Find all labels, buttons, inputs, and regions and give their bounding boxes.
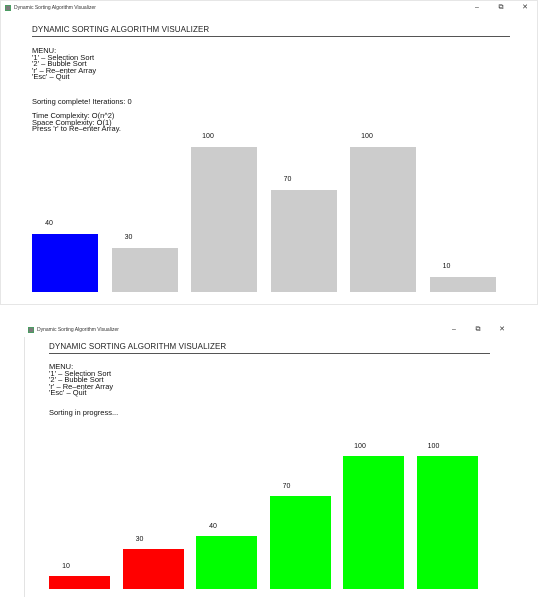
visualizer-window-complete: Dynamic Sorting Algorithm Visualizer – ⧉…	[0, 0, 538, 305]
bar-value-label: 100	[202, 133, 214, 140]
array-bar	[270, 190, 337, 292]
menu-item-reenter-array: 'r' – Re–enter Array	[49, 381, 114, 391]
array-bar	[32, 234, 98, 292]
array-bar	[429, 277, 496, 292]
menu-title: MENU:	[49, 362, 74, 371]
time-complexity: Time Complexity: O(n^2)	[32, 111, 115, 120]
array-bar	[350, 147, 416, 292]
menu-item-selection-sort: '1' – Selection Sort	[32, 52, 95, 62]
close-button[interactable]: ✕	[499, 326, 505, 333]
menu-item-selection-sort: '1' – Selection Sort	[49, 368, 112, 378]
title-bar[interactable]: Dynamic Sorting Algorithm Visualizer – ⧉…	[24, 323, 514, 337]
bar-value-label: 70	[283, 176, 292, 183]
bar-value-label: 100	[354, 443, 366, 450]
window-border	[24, 323, 25, 597]
status-text: Sorting complete! Iterations: 0	[32, 97, 132, 106]
array-bar	[196, 536, 257, 589]
title-bar[interactable]: Dynamic Sorting Algorithm Visualizer – ⧉…	[1, 1, 537, 15]
array-bar	[416, 456, 478, 589]
heading-divider	[32, 36, 510, 37]
bar-value-label: 40	[45, 220, 53, 227]
menu-item-quit: 'Esc' – Quit	[32, 72, 70, 81]
window-title: Dynamic Sorting Algorithm Visualizer	[37, 327, 119, 333]
bar-value-label: 30	[135, 536, 144, 543]
bar-value-label: 10	[62, 563, 70, 570]
space-complexity: Space Complexity: O(1)	[32, 117, 112, 127]
array-bar	[269, 496, 331, 589]
maximize-button[interactable]: ⧉	[475, 326, 481, 333]
bar-value-label: 100	[361, 133, 373, 140]
status-text: Sorting in progress...	[49, 408, 119, 417]
menu-item-reenter-array: 'r' – Re–enter Array	[32, 65, 97, 75]
close-button[interactable]: ✕	[522, 4, 528, 11]
app-icon	[28, 327, 34, 333]
bar-value-label: 30	[124, 234, 133, 241]
bar-value-label: 70	[282, 483, 291, 490]
bar-value-label: 10	[442, 263, 451, 270]
menu-item-bubble-sort: '2' – Bubble Sort	[32, 59, 87, 68]
reenter-hint: Press 'r' to Re–enter Array.	[32, 124, 122, 133]
window-title: Dynamic Sorting Algorithm Visualizer	[14, 5, 96, 11]
minimize-button[interactable]: –	[475, 4, 479, 11]
menu-item-bubble-sort: '2' – Bubble Sort	[49, 375, 104, 384]
array-bar	[191, 147, 257, 292]
bar-value-label: 100	[427, 443, 440, 450]
array-bar	[122, 549, 184, 589]
array-bar	[343, 456, 404, 589]
app-heading: DYNAMIC SORTING ALGORITHM VISUALIZER	[49, 342, 227, 351]
app-icon	[5, 5, 11, 11]
array-bar	[49, 576, 110, 589]
visualizer-window-in-progress: Dynamic Sorting Algorithm Visualizer – ⧉…	[24, 323, 514, 597]
app-heading: DYNAMIC SORTING ALGORITHM VISUALIZER	[32, 25, 210, 34]
menu-item-quit: 'Esc' – Quit	[49, 388, 87, 397]
bar-value-label: 40	[209, 523, 217, 530]
menu-title: MENU:	[32, 46, 57, 55]
minimize-button[interactable]: –	[452, 326, 456, 333]
maximize-button[interactable]: ⧉	[498, 4, 504, 11]
array-bar	[111, 248, 178, 292]
heading-divider	[49, 353, 490, 354]
